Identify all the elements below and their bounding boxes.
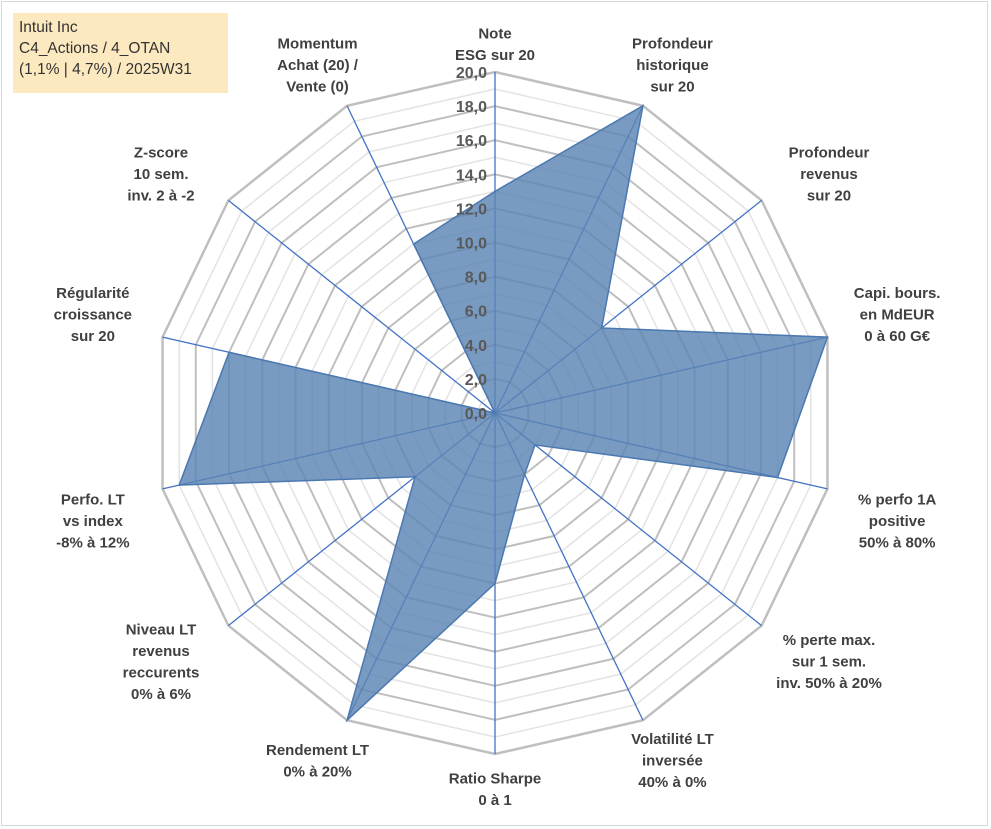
axis-label: Rendement LT 0% à 20% (266, 742, 369, 781)
axis-label: Profondeur revenus sur 20 (789, 144, 870, 204)
axis-label-line: sur 20 (650, 78, 694, 95)
tick-label: 14,0 (456, 167, 487, 184)
axis-label-line: Momentum (278, 35, 358, 52)
axis-label-line: inv. 2 à -2 (127, 187, 194, 204)
axis-label-line: Achat (20) / (277, 57, 359, 74)
data-area (178, 104, 829, 723)
axis-label-line: reccurents (123, 664, 200, 681)
title-company: Intuit Inc (19, 19, 78, 36)
axis-label-line: 10 sem. (133, 166, 188, 183)
axis-label-line: 0% à 6% (131, 686, 191, 703)
axis-label-line: % perfo 1A (858, 491, 937, 508)
tick-label: 12,0 (456, 201, 487, 218)
tick-label: 16,0 (456, 133, 487, 150)
axis-label: Ratio Sharpe 0 à 1 (449, 770, 542, 809)
tick-label: 20,0 (456, 65, 487, 82)
axis-label: Perfo. LT vs index -8% à 12% (56, 491, 129, 551)
axis-label-line: croissance (54, 307, 132, 324)
axis-label-line: sur 20 (71, 328, 115, 345)
axis-label-line: 50% à 80% (859, 534, 936, 551)
axis-label-line: Niveau LT (126, 621, 197, 638)
axis-label: % perte max. sur 1 sem. inv. 50% à 20% (776, 632, 882, 692)
axis-label-line: Ratio Sharpe (449, 770, 542, 787)
axis-label-line: 0 à 60 G€ (864, 328, 931, 345)
axis-label: Profondeur historique sur 20 (632, 35, 713, 95)
axis-label-line: en MdEUR (860, 307, 935, 324)
tick-label: 6,0 (465, 304, 487, 321)
axis-spoke (494, 412, 763, 627)
chart-title-box: Intuit Inc C4_Actions / 4_OTAN (1,1% | 4… (13, 13, 228, 93)
axis-label-line: revenus (800, 166, 858, 183)
axis-label-line: Volatilité LT (631, 731, 714, 748)
axis-label-line: vs index (63, 513, 124, 530)
title-stats: (1,1% | 4,7%) / 2025W31 (19, 61, 192, 78)
axis-label-line: historique (636, 57, 709, 74)
axis-label-line: % perte max. (783, 632, 876, 649)
axis-label-line: -8% à 12% (56, 534, 129, 551)
axis-label-line: Profondeur (789, 144, 870, 161)
axis-label-line: 0% à 20% (283, 763, 351, 780)
tick-label: 10,0 (456, 236, 487, 253)
axis-label-line: Perfo. LT (61, 491, 125, 508)
tick-layer: 0,0 2,0 4,0 6,0 8,0 10,0 12,0 14,0 16,0 18,0 20,0 (456, 65, 487, 423)
axis-label: Momentum Achat (20) / Vente (0) (277, 35, 359, 95)
axis-label: Niveau LT revenus reccurents 0% à 6% (123, 621, 200, 703)
axis-label: Note ESG sur 20 (455, 25, 535, 64)
axis-label-line: Vente (0) (286, 78, 349, 95)
tick-label: 0,0 (465, 406, 487, 423)
tick-label: 8,0 (465, 270, 487, 287)
tick-label: 2,0 (465, 372, 487, 389)
axis-label: % perfo 1A positive 50% à 80% (858, 491, 937, 551)
title-category: C4_Actions / 4_OTAN (19, 40, 171, 57)
axis-label-line: ESG sur 20 (455, 47, 535, 64)
axis-label: Volatilité LT inversée 40% à 0% (631, 731, 714, 791)
axis-label-line: Profondeur (632, 35, 713, 52)
axis-label: Z-score 10 sem. inv. 2 à -2 (127, 144, 194, 204)
axis-label-line: Capi. bours. (854, 285, 941, 302)
axis-label-line: positive (869, 513, 926, 530)
axis-label-line: sur 1 sem. (792, 654, 866, 671)
tick-label: 18,0 (456, 99, 487, 116)
axis-label: Régularité croissance sur 20 (54, 285, 132, 345)
axis-label-line: inv. 50% à 20% (776, 675, 882, 692)
axis-label-line: inversée (642, 753, 703, 770)
tick-label: 4,0 (465, 338, 487, 355)
axis-spoke (227, 199, 496, 414)
axis-label-layer: Note ESG sur 20 Profondeur historique sur 20… (54, 25, 941, 809)
axis-label-line: 40% à 0% (638, 774, 706, 791)
axis-label-line: Z-score (134, 144, 188, 161)
series-layer (178, 104, 829, 723)
axis-label-line: Régularité (56, 285, 129, 302)
axis-label-line: Rendement LT (266, 742, 369, 759)
axis-label-line: sur 20 (807, 187, 851, 204)
axis-label-line: Note (478, 25, 511, 42)
axis-label-line: revenus (132, 643, 190, 660)
axis-label-line: 0 à 1 (478, 792, 511, 809)
axis-label: Capi. bours. en MdEUR 0 à 60 G€ (854, 285, 941, 345)
